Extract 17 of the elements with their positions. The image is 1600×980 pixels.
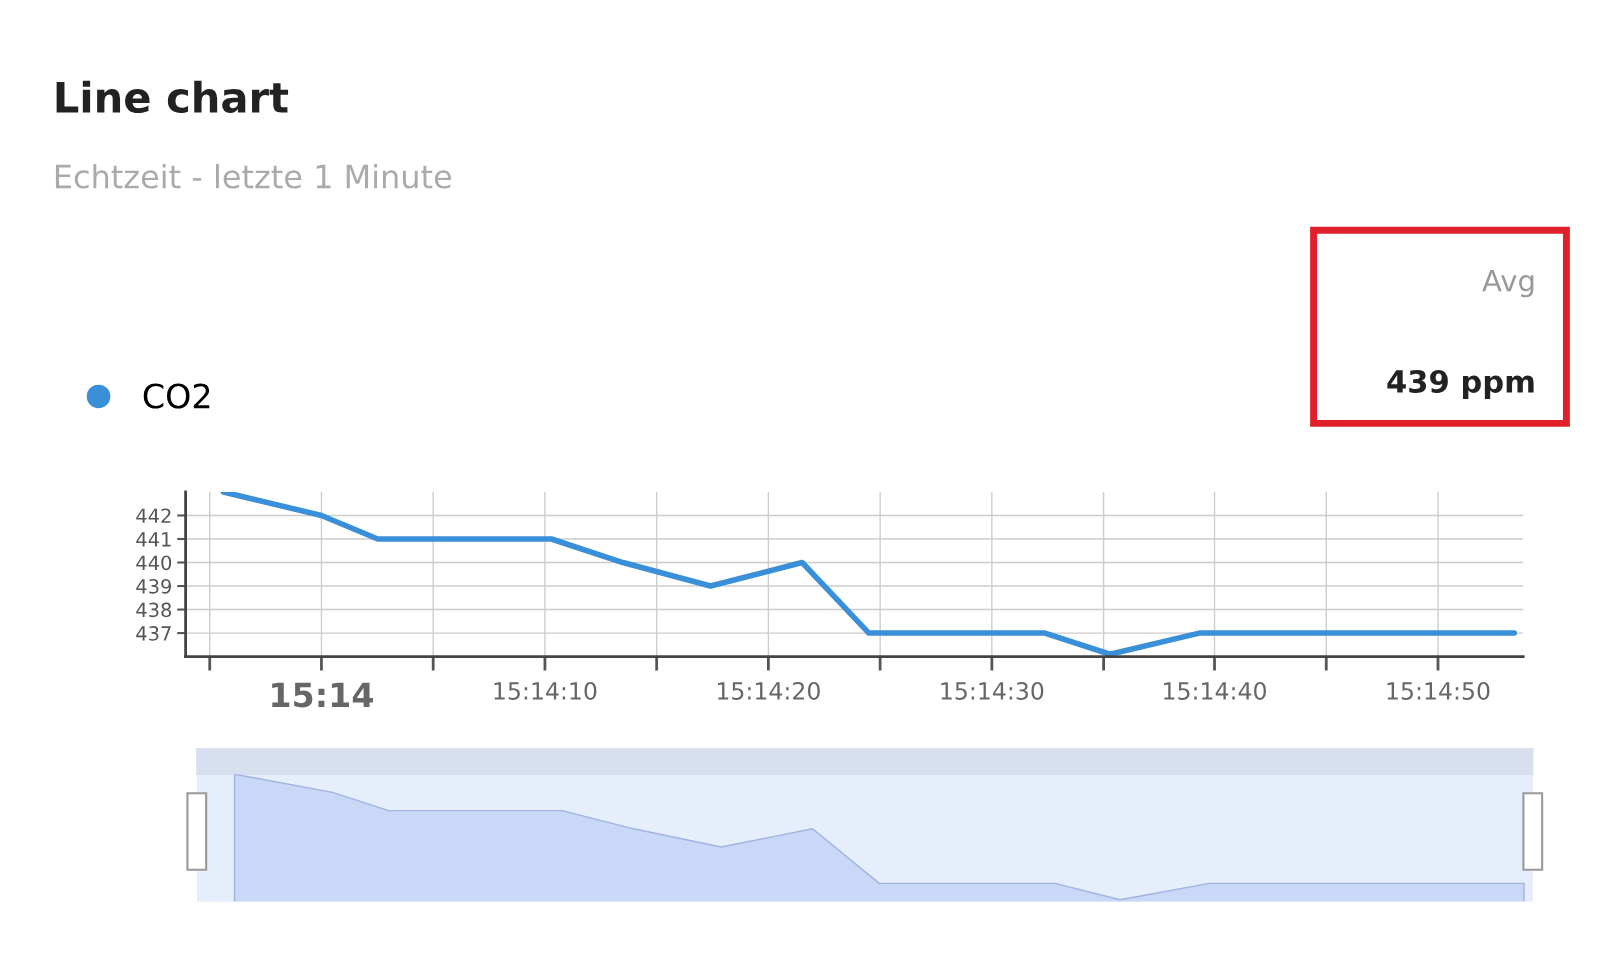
y-tick-label: 440 <box>136 555 172 571</box>
x-tick-label: 15:14:10 <box>494 682 597 700</box>
x-tick-label: 15:14 <box>272 682 373 708</box>
x-tick-label: 15:14:20 <box>717 682 820 700</box>
y-tick-label: 442 <box>136 508 171 523</box>
y-tick-label: 438 <box>136 602 172 618</box>
x-tick-label: 15:14:40 <box>1164 682 1266 700</box>
x-tick-label: 15:14:50 <box>1387 682 1490 700</box>
text: 439 ppm <box>1387 369 1534 399</box>
x-tick-label: 15:14:30 <box>941 682 1044 700</box>
legend-label: CO2 <box>143 383 210 409</box>
chart-title: Line chart <box>56 80 289 114</box>
chart-subtitle: Echtzeit - letzte 1 Minute <box>55 163 452 189</box>
y-tick-label: 441 <box>136 532 171 547</box>
y-tick-label: 437 <box>136 626 171 641</box>
text: Avg <box>1482 270 1534 298</box>
y-tick-label: 439 <box>136 579 172 594</box>
